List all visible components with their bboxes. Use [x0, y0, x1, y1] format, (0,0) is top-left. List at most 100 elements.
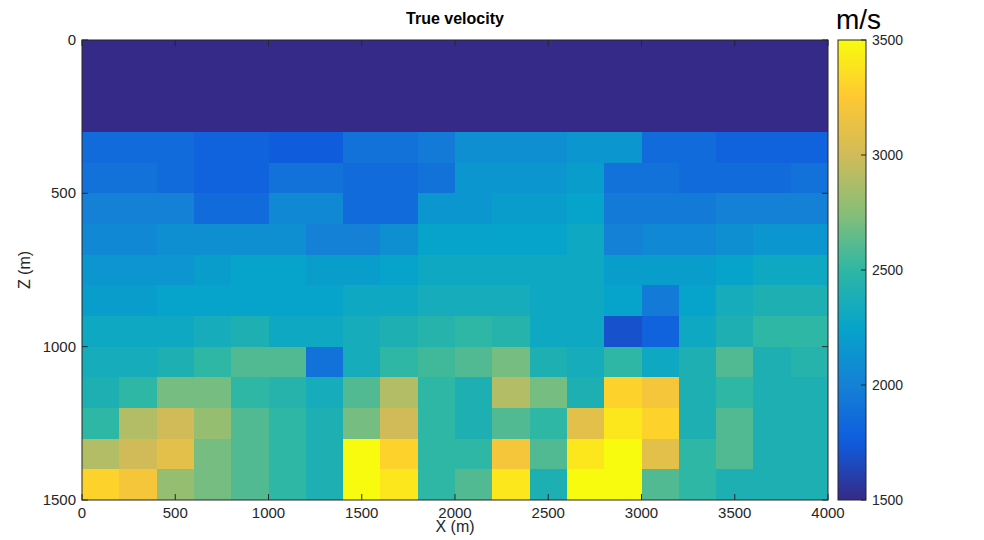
y-tick — [822, 346, 828, 347]
x-tick — [361, 494, 362, 500]
cell — [567, 40, 605, 71]
cell — [753, 377, 791, 408]
cell — [119, 224, 157, 255]
cell — [455, 377, 493, 408]
cell — [157, 377, 195, 408]
cell — [157, 469, 195, 500]
x-tick — [828, 494, 829, 500]
cell — [343, 255, 381, 286]
colorbar-tick — [861, 500, 866, 501]
plot-frame — [82, 40, 828, 500]
cell — [679, 71, 717, 102]
cell — [492, 439, 530, 470]
x-tick — [828, 40, 829, 46]
cell — [380, 40, 418, 71]
cell — [343, 377, 381, 408]
cell — [716, 439, 754, 470]
cell — [231, 469, 269, 500]
cell — [679, 316, 717, 347]
cell — [679, 193, 717, 224]
colorbar-tick-label: 2000 — [872, 377, 903, 393]
cell — [269, 439, 307, 470]
cell — [791, 255, 828, 286]
cell — [753, 193, 791, 224]
cell — [306, 101, 344, 132]
cell — [119, 132, 157, 163]
y-axis-title: Z (m) — [16, 251, 33, 289]
x-tick-label: 1500 — [345, 504, 378, 521]
cell — [231, 347, 269, 378]
x-tick-label: 1000 — [252, 504, 285, 521]
cell — [753, 71, 791, 102]
cell — [530, 101, 568, 132]
cell — [530, 316, 568, 347]
cell — [642, 163, 680, 194]
cell — [716, 224, 754, 255]
cell — [716, 377, 754, 408]
cell — [455, 71, 493, 102]
cell — [231, 285, 269, 316]
x-tick — [175, 40, 176, 46]
cell — [642, 40, 680, 71]
x-tick-label: 0 — [78, 504, 86, 521]
x-tick — [82, 40, 83, 46]
cell — [82, 316, 120, 347]
cell — [791, 101, 828, 132]
cell — [269, 316, 307, 347]
cell — [679, 347, 717, 378]
cell — [82, 255, 120, 286]
cell — [380, 71, 418, 102]
cell — [418, 469, 456, 500]
x-tick-label: 2500 — [532, 504, 565, 521]
cell — [791, 316, 828, 347]
cell — [343, 132, 381, 163]
cell — [455, 408, 493, 439]
cell — [194, 193, 232, 224]
cell — [716, 132, 754, 163]
cell — [753, 408, 791, 439]
cell — [642, 439, 680, 470]
cell — [119, 193, 157, 224]
x-tick — [268, 40, 269, 46]
cell — [679, 469, 717, 500]
cell — [492, 255, 530, 286]
cell — [157, 193, 195, 224]
cell — [716, 163, 754, 194]
cell — [82, 347, 120, 378]
cell — [157, 316, 195, 347]
cell — [194, 101, 232, 132]
cell — [753, 132, 791, 163]
cell — [530, 132, 568, 163]
cell — [82, 193, 120, 224]
cell — [231, 377, 269, 408]
cell — [343, 469, 381, 500]
cell — [380, 408, 418, 439]
cell — [604, 408, 642, 439]
cell — [567, 439, 605, 470]
cell — [492, 224, 530, 255]
cell — [455, 347, 493, 378]
cell — [380, 163, 418, 194]
cell — [194, 71, 232, 102]
cell — [567, 224, 605, 255]
cell — [119, 71, 157, 102]
cell — [642, 316, 680, 347]
colorbar — [838, 40, 866, 500]
cell — [82, 439, 120, 470]
cell — [306, 163, 344, 194]
cell — [119, 439, 157, 470]
cell — [753, 347, 791, 378]
cell — [194, 347, 232, 378]
cell — [306, 40, 344, 71]
cell — [716, 193, 754, 224]
cell — [530, 347, 568, 378]
y-tick — [82, 193, 88, 194]
cell — [380, 285, 418, 316]
cell — [269, 469, 307, 500]
cell — [194, 316, 232, 347]
cell — [753, 285, 791, 316]
cell — [306, 469, 344, 500]
cell — [716, 316, 754, 347]
cell — [492, 347, 530, 378]
cell — [269, 408, 307, 439]
